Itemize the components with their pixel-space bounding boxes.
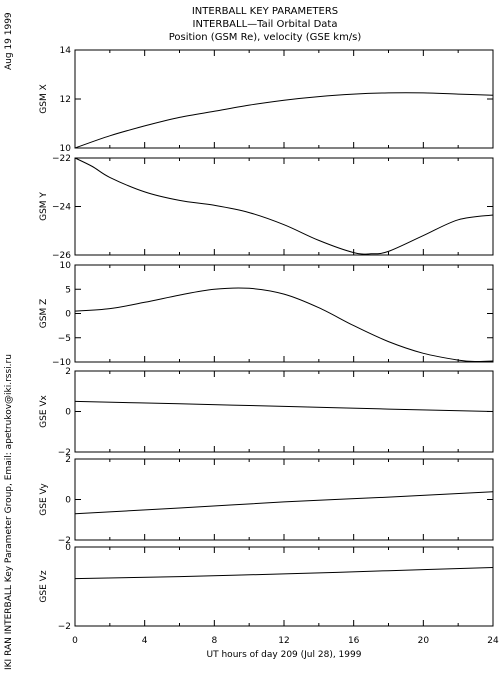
- x-tick-label: 12: [278, 636, 289, 646]
- y-tick-label: 0: [65, 496, 71, 506]
- date-label: Aug 19 1999: [4, 12, 14, 70]
- y-tick-label: 0: [65, 543, 71, 553]
- panel-4: 2 0 −2 GSE Vx: [39, 367, 494, 458]
- chart-description: Position (GSM Re), velocity (GSE km/s): [169, 32, 362, 43]
- chart-title: INTERBALL KEY PARAMETERS: [192, 6, 338, 17]
- y-tick-label: −2: [58, 448, 71, 458]
- y-tick-label: 10: [60, 144, 72, 154]
- y-tick-label: 0: [65, 408, 71, 418]
- x-tick-label: 4: [142, 636, 148, 646]
- y-tick-label: 10: [60, 261, 72, 271]
- y-tick-label: −22: [52, 154, 71, 164]
- panel-3: −10 −5 0 5 10 GSM Z: [39, 261, 494, 368]
- y-tick-label: 2: [65, 367, 71, 377]
- x-tick-label: 0: [72, 636, 78, 646]
- y-axis-label: GSE Vy: [39, 483, 49, 516]
- y-tick-label: 2: [65, 455, 71, 465]
- y-tick-label: 5: [65, 285, 71, 295]
- y-tick-label: −24: [52, 203, 71, 213]
- panel-frame: [74, 157, 494, 256]
- panel-frame: [74, 370, 494, 453]
- y-tick-label: −26: [52, 251, 71, 261]
- y-tick-label: 0: [65, 310, 71, 320]
- series-line-gse-vy: [74, 491, 494, 515]
- x-tick-label: 16: [348, 636, 360, 646]
- series-line-gse-vz: [74, 567, 494, 580]
- series-line-gse-vx: [74, 400, 494, 412]
- panel-6: 0 −2 GSE Vz: [39, 543, 494, 632]
- x-axis-label: UT hours of day 209 (Jul 28), 1999: [207, 650, 362, 660]
- y-axis-label: GSM X: [39, 84, 49, 113]
- series-line-gsm-x: [74, 92, 494, 149]
- panel-frame: [74, 264, 494, 363]
- y-axis-label: GSE Vz: [39, 570, 49, 602]
- panel-5: 2 0 −2 GSE Vy: [39, 455, 494, 546]
- y-tick-label: −2: [58, 536, 71, 546]
- x-tick-label: 20: [418, 636, 430, 646]
- y-tick-label: 14: [60, 46, 72, 56]
- panel-frame: [74, 49, 494, 149]
- y-tick-label: −2: [58, 622, 71, 632]
- y-axis-label: GSM Y: [39, 192, 49, 221]
- panel-2: −22 −24 −26 GSM Y: [39, 154, 494, 261]
- y-tick-label: 12: [60, 95, 71, 105]
- panel-frame: [74, 458, 494, 541]
- chart-subtitle: INTERBALL—Tail Orbital Data: [193, 19, 338, 30]
- y-tick-label: −10: [52, 358, 71, 368]
- y-axis-label: GSM Z: [39, 299, 49, 328]
- panel-1: 10 12 14 GSM X: [39, 46, 494, 154]
- y-axis-label: GSE Vx: [39, 394, 49, 427]
- x-tick-label: 8: [211, 636, 217, 646]
- series-line-gsm-z: [74, 287, 494, 363]
- credit-label: IKI RAN INTERBALL Key Parameter Group, E…: [4, 354, 14, 670]
- y-tick-label: −5: [58, 334, 71, 344]
- series-line-gsm-y: [74, 157, 494, 255]
- x-tick-label: 24: [487, 636, 499, 646]
- panel-frame: [74, 546, 494, 627]
